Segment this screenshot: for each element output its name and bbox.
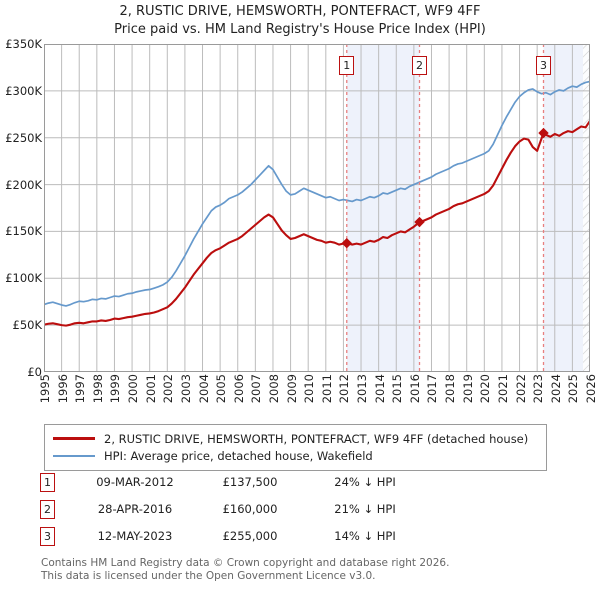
sale-point-3[interactable] [538,127,549,139]
sale-hpi-delta: 14% ↓ HPI [334,529,396,543]
price-history-line-chart [44,44,590,372]
x-tick-label: 2020 [478,374,493,404]
y-tick-label: £50K [12,318,43,333]
sale-index-badge: 3 [40,527,55,546]
y-tick-label: £200K [5,177,42,192]
legend-swatch-property-icon [53,437,95,440]
y-tick-label: £300K [5,83,42,98]
y-tick-label: £100K [5,271,42,286]
x-tick-label: 2003 [178,374,193,404]
x-tick-label: 2012 [337,374,352,404]
plot-background [44,44,590,372]
footer-line-1: Contains HM Land Registry data © Crown c… [41,557,450,569]
x-tick-label: 2006 [231,374,246,404]
footer-line-2: This data is licensed under the Open Gov… [41,569,376,582]
x-tick-label: 2010 [302,374,317,404]
chart-marker-flag-1[interactable]: 1 [339,56,355,75]
x-tick-label: 2014 [372,374,387,404]
x-tick-label: 2015 [390,374,405,404]
y-tick-label: £250K [5,130,42,145]
x-tick-label: 2009 [284,374,299,404]
y-tick-label: £0 [27,365,42,379]
table-row[interactable]: 1 09-MAR-2012 £137,500 24% ↓ HPI [40,471,460,498]
series-line-hpi [44,80,590,307]
projection-hatched-band [582,44,590,372]
y-tick-label: £350K [5,37,42,51]
x-tick-label: 2022 [513,374,528,404]
x-tick-label: 1996 [55,374,70,404]
sale-price: £160,000 [222,502,278,516]
x-tick-label: 2018 [443,374,458,404]
x-tick-label: 2001 [143,374,158,404]
sale-hpi-delta: 21% ↓ HPI [334,502,396,516]
x-tick-label: 2002 [161,374,176,404]
x-tick-label: 2023 [531,374,546,404]
sale-date: 12-MAY-2023 [97,529,173,543]
title-line-1: 2, RUSTIC DRIVE, HEMSWORTH, PONTEFRACT, … [119,4,481,19]
sale-index-badge: 2 [40,500,55,519]
plot-border [44,44,590,372]
chart-plot-area [44,44,590,372]
legend-row-property: 2, RUSTIC DRIVE, HEMSWORTH, PONTEFRACT, … [53,430,538,447]
series-line-property [44,119,590,327]
legend-row-hpi: HPI: Average price, detached house, Wake… [53,447,538,464]
sale-hpi-delta: 24% ↓ HPI [334,475,396,489]
legend-label-property: 2, RUSTIC DRIVE, HEMSWORTH, PONTEFRACT, … [104,431,529,446]
x-tick-label: 1995 [38,374,52,404]
sale-date: 28-APR-2016 [97,502,173,516]
x-tick-label: 2008 [266,374,281,404]
x-tick-label: 2019 [460,374,475,404]
x-tick-label: 1999 [108,374,123,404]
sales-table: 1 09-MAR-2012 £137,500 24% ↓ HPI 2 28-APR-201… [40,471,460,552]
shaded-band-1 [346,44,420,372]
x-tick-label: 2011 [319,374,334,404]
y-axis: £0 £50K £100K £150K £200K £250K £300K £350K [0,0,42,590]
title-line-2: Price paid vs. HM Land Registry's House … [114,22,486,37]
x-axis: 1995 1996 1997 1998 1999 2000 2001 2002 2003 2004… [38,374,598,418]
x-tick-label: 2000 [126,374,141,404]
y-tick-label: £150K [5,224,42,239]
x-tick-label: 1997 [73,374,88,404]
x-tick-label: 2007 [249,374,264,404]
x-tick-label: 2004 [196,374,211,404]
legend-swatch-hpi-icon [53,454,95,457]
x-tick-label: 2013 [355,374,370,404]
chart-marker-flag-3[interactable]: 3 [536,56,551,75]
x-tick-label: 2024 [548,374,563,404]
sale-index-badge: 1 [40,473,55,492]
legend-label-hpi: HPI: Average price, detached house, Wake… [104,448,373,463]
x-tick-label: 2026 [584,374,598,404]
table-row[interactable]: 3 12-MAY-2023 £255,000 14% ↓ HPI [40,525,460,552]
sale-point-1[interactable] [341,237,352,249]
sale-point-2[interactable] [414,216,425,228]
table-row[interactable]: 2 28-APR-2016 £160,000 21% ↓ HPI [40,498,460,525]
x-tick-label: 1998 [90,374,105,404]
page-title: 2, RUSTIC DRIVE, HEMSWORTH, PONTEFRACT, … [0,3,600,39]
x-tick-label: 2025 [566,374,581,404]
x-tick-label: 2017 [425,374,440,404]
x-tick-label: 2016 [407,374,422,404]
x-tick-label: 2021 [495,374,510,404]
x-tick-label: 2005 [214,374,229,404]
sale-date: 09-MAR-2012 [96,475,174,489]
shaded-band-2 [543,44,590,372]
chart-marker-flag-2[interactable]: 2 [412,56,427,75]
sale-price: £255,000 [222,529,278,543]
sale-price: £137,500 [222,475,278,489]
chart-legend: 2, RUSTIC DRIVE, HEMSWORTH, PONTEFRACT, … [44,424,547,471]
footer-attribution: Contains HM Land Registry data © Crown c… [41,557,561,582]
